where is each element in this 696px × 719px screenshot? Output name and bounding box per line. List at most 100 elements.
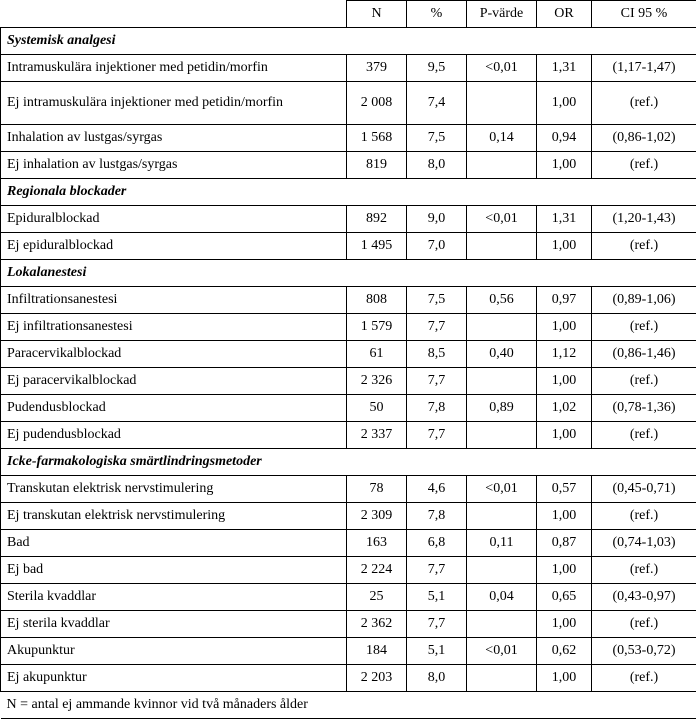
cell-or: 1,12 [537,341,592,368]
cell-p [467,233,537,260]
table-row: Ej paracervikalblockad2 3267,71,00(ref.) [1,368,696,395]
cell-ci: (ref.) [592,152,696,179]
row-label: Ej infiltrationsanestesi [1,314,347,341]
cell-pct: 5,1 [407,584,467,611]
table-row: Pudendusblockad507,80,891,02(0,78-1,36) [1,395,696,422]
cell-pct: 8,0 [407,665,467,692]
cell-n: 1 579 [347,314,407,341]
cell-or: 0,87 [537,530,592,557]
cell-pct: 9,0 [407,206,467,233]
cell-or: 1,00 [537,314,592,341]
cell-n: 2 203 [347,665,407,692]
cell-n: 2 008 [347,82,407,125]
row-label: Transkutan elektrisk nervstimulering [1,476,347,503]
cell-pct: 7,5 [407,125,467,152]
cell-or: 1,00 [537,422,592,449]
cell-ci: (0,45-0,71) [592,476,696,503]
cell-n: 2 326 [347,368,407,395]
section-title: Icke-farmakologiska smärtlindringsmetode… [1,449,696,476]
cell-p [467,82,537,125]
cell-ci: (ref.) [592,557,696,584]
cell-ci: (ref.) [592,503,696,530]
cell-n: 892 [347,206,407,233]
row-label: Ej pudendusblockad [1,422,347,449]
row-label: Ej akupunktur [1,665,347,692]
row-label: Pudendusblockad [1,395,347,422]
row-label: Infiltrationsanestesi [1,287,347,314]
cell-pct: 6,8 [407,530,467,557]
cell-or: 0,65 [537,584,592,611]
cell-ci: (ref.) [592,314,696,341]
table-row: Transkutan elektrisk nervstimulering784,… [1,476,696,503]
row-label: Ej transkutan elektrisk nervstimulering [1,503,347,530]
cell-n: 1 495 [347,233,407,260]
row-label: Epiduralblockad [1,206,347,233]
cell-ci: (1,17-1,47) [592,55,696,82]
cell-p [467,422,537,449]
cell-or: 1,00 [537,368,592,395]
col-header-p: P-värde [467,1,537,28]
cell-ci: (ref.) [592,611,696,638]
col-header-or: OR [537,1,592,28]
cell-p: 0,14 [467,125,537,152]
cell-n: 2 224 [347,557,407,584]
cell-n: 808 [347,287,407,314]
cell-ci: (0,43-0,97) [592,584,696,611]
cell-ci: (1,20-1,43) [592,206,696,233]
cell-ci: (0,89-1,06) [592,287,696,314]
cell-ci: (ref.) [592,665,696,692]
cell-pct: 7,0 [407,233,467,260]
row-label: Sterila kvaddlar [1,584,347,611]
cell-or: 1,00 [537,557,592,584]
row-label: Ej inhalation av lustgas/syrgas [1,152,347,179]
cell-n: 2 337 [347,422,407,449]
cell-p [467,503,537,530]
table-row: Paracervikalblockad618,50,401,12(0,86-1,… [1,341,696,368]
cell-pct: 4,6 [407,476,467,503]
table-row: Intramuskulära injektioner med petidin/m… [1,55,696,82]
cell-or: 1,00 [537,665,592,692]
cell-or: 1,00 [537,82,592,125]
cell-p [467,611,537,638]
row-label: Ej bad [1,557,347,584]
table-row: Ej akupunktur2 2038,0 1,00(ref.) [1,665,696,692]
cell-or: 1,31 [537,55,592,82]
cell-or: 1,00 [537,611,592,638]
cell-n: 25 [347,584,407,611]
cell-or: 1,00 [537,503,592,530]
cell-p: 0,40 [467,341,537,368]
cell-pct: 9,5 [407,55,467,82]
cell-p [467,368,537,395]
cell-p [467,665,537,692]
section-title: Systemisk analgesi [1,28,696,55]
cell-ci: (0,74-1,03) [592,530,696,557]
cell-n: 819 [347,152,407,179]
cell-p: <0,01 [467,638,537,665]
cell-p: <0,01 [467,55,537,82]
cell-pct: 7,7 [407,314,467,341]
cell-n: 163 [347,530,407,557]
row-label: Ej paracervikalblockad [1,368,347,395]
cell-p: <0,01 [467,476,537,503]
cell-p: 0,89 [467,395,537,422]
cell-ci: (ref.) [592,82,696,125]
cell-ci: (0,86-1,46) [592,341,696,368]
cell-or: 1,31 [537,206,592,233]
cell-p: 0,11 [467,530,537,557]
row-label: Akupunktur [1,638,347,665]
cell-or: 0,94 [537,125,592,152]
cell-or: 0,57 [537,476,592,503]
cell-pct: 7,5 [407,287,467,314]
cell-n: 379 [347,55,407,82]
cell-n: 61 [347,341,407,368]
row-label: Paracervikalblockad [1,341,347,368]
col-header-n: N [347,1,407,28]
cell-pct: 7,7 [407,557,467,584]
cell-pct: 7,7 [407,422,467,449]
table-row: Ej pudendusblockad2 3377,71,00(ref.) [1,422,696,449]
cell-n: 184 [347,638,407,665]
row-label: Ej intramuskulära injektioner med petidi… [1,82,347,125]
col-header-ci: CI 95 % [592,1,696,28]
cell-pct: 5,1 [407,638,467,665]
table-row: Bad1636,80,110,87(0,74-1,03) [1,530,696,557]
